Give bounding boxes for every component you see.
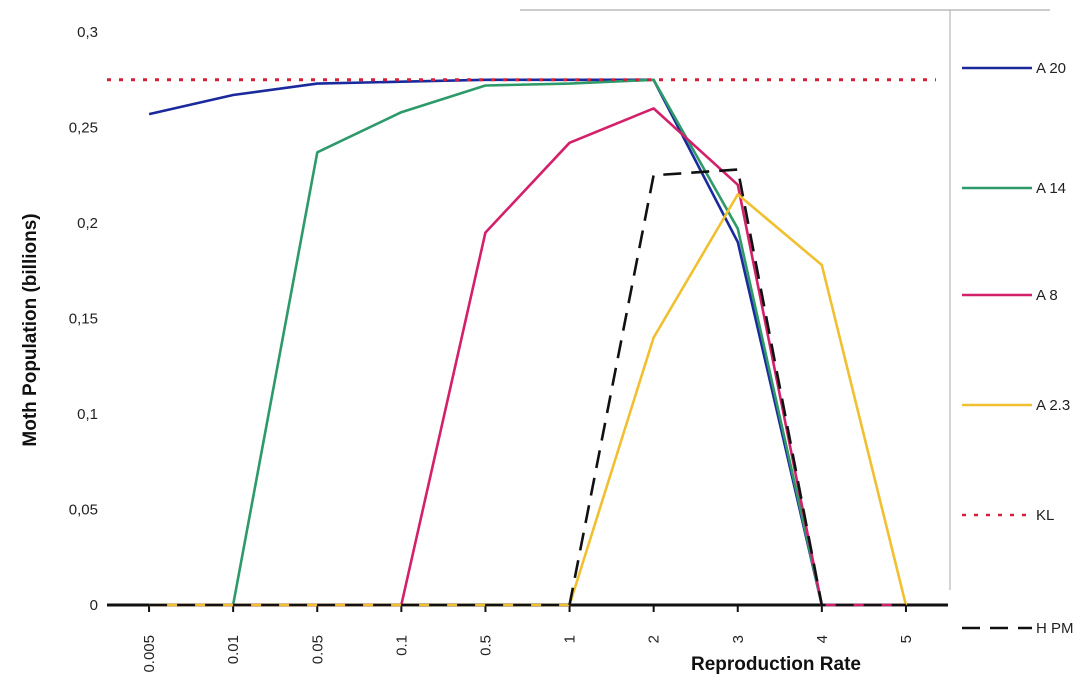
series-line-a-2-3 xyxy=(149,193,908,607)
x-tick-label: 5 xyxy=(898,635,915,643)
x-axis-ticks: 0.005 0.01 0.05 0.1 0.5 1 2 3 4 5 xyxy=(141,605,915,673)
x-tick-label: 1 xyxy=(562,635,579,643)
y-axis-label: Moth Population (billions) xyxy=(20,213,41,446)
y-tick-label: 0,25 xyxy=(69,120,98,137)
y-tick-label: 0,1 xyxy=(77,406,98,423)
legend: A 20 A 14 A 8 A 2.3 KL H PM xyxy=(962,60,1074,637)
x-tick-label: 0.05 xyxy=(309,635,326,664)
x-tick-label: 2 xyxy=(646,635,663,643)
x-tick-label: 0.01 xyxy=(225,635,242,664)
legend-label-a-2-3: A 2.3 xyxy=(1036,397,1070,414)
series-line-h-pm xyxy=(149,168,906,607)
legend-label-a-20: A 20 xyxy=(1036,60,1066,77)
legend-label-a-8: A 8 xyxy=(1036,287,1058,304)
series-line-a-14 xyxy=(149,78,906,607)
y-tick-label: 0,2 xyxy=(77,215,98,232)
legend-label-kl: KL xyxy=(1036,507,1054,524)
y-tick-label: 0,05 xyxy=(69,502,98,519)
y-axis-ticks: 0 0,05 0,1 0,15 0,2 0,25 0,3 xyxy=(69,24,98,614)
series-line-a-8 xyxy=(149,107,906,607)
series-line-a-20 xyxy=(148,78,906,607)
x-tick-label: 0.1 xyxy=(393,635,410,656)
x-tick-label: 4 xyxy=(814,635,831,643)
y-tick-label: 0,3 xyxy=(77,24,98,41)
x-tick-label: 0.005 xyxy=(141,635,158,673)
series-lines xyxy=(107,78,936,607)
x-axis-label: Reproduction Rate xyxy=(691,654,861,675)
x-tick-label: 3 xyxy=(730,635,747,643)
legend-label-h-pm: H PM xyxy=(1036,620,1074,637)
y-tick-label: 0 xyxy=(90,597,98,614)
legend-label-a-14: A 14 xyxy=(1036,180,1066,197)
x-tick-label: 0.5 xyxy=(477,635,494,656)
y-tick-label: 0,15 xyxy=(69,311,98,328)
